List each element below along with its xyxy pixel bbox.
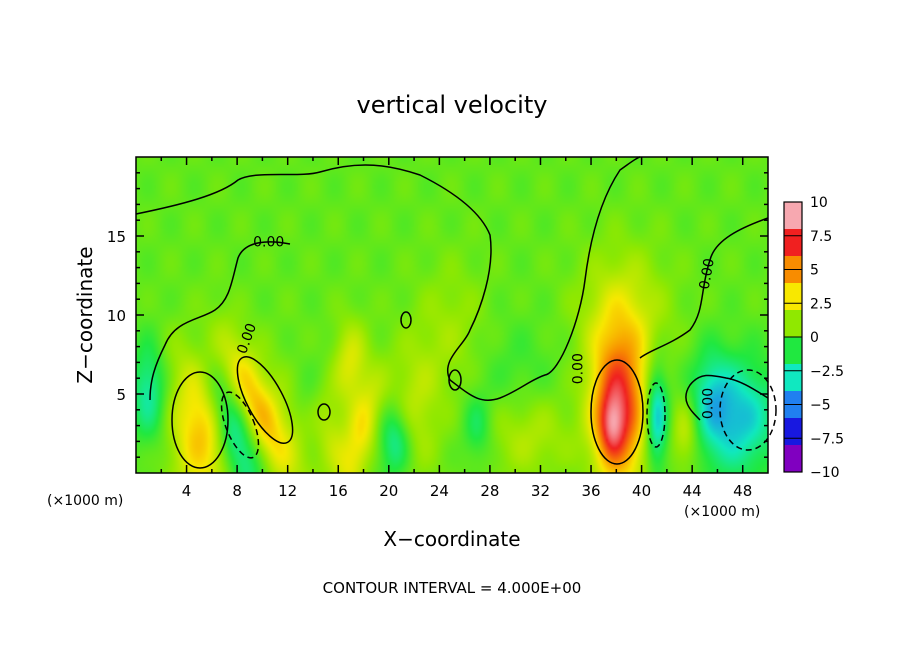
contour-loop-downdraft-2 — [646, 382, 666, 448]
contour-interval-note: CONTOUR INTERVAL = 4.000E+00 — [323, 579, 582, 597]
x-tick-label: 12 — [278, 482, 297, 500]
x-tick-label: 28 — [480, 482, 499, 500]
heatmap-field — [136, 157, 768, 473]
colorbar-segment — [784, 283, 802, 310]
contour-label: 0.00 — [253, 234, 284, 250]
colorbar-tick-label: 7.5 — [810, 229, 832, 245]
colorbar-tick-label: 10 — [810, 195, 828, 211]
colorbar-segment — [784, 364, 802, 391]
contour-loop-downdraft-3 — [719, 369, 777, 451]
contour-label: 0.00 — [570, 353, 586, 384]
contour-loop-small-1 — [317, 403, 331, 421]
x-tick-label: 40 — [632, 482, 651, 500]
y-axis: 5 10 15 — [107, 228, 126, 404]
colorbar-segment — [784, 202, 802, 229]
y-tick-label: 10 — [107, 307, 126, 325]
plot-area: 0.000.000.000.000.00 — [135, 156, 777, 474]
chart-title: vertical velocity — [357, 91, 548, 119]
contour-line-right — [639, 217, 769, 359]
contour-loop-updraft-3 — [590, 359, 644, 465]
colorbar-tick-label: −2.5 — [810, 364, 844, 380]
y-tick-label: 5 — [116, 386, 126, 404]
x-tick-label: 36 — [581, 482, 600, 500]
axis-ticks — [136, 157, 768, 473]
contour-labels: 0.000.000.000.000.00 — [234, 234, 718, 419]
colorbar-segment — [784, 418, 802, 445]
x-axis-label: X−coordinate — [383, 527, 520, 551]
x-tick-label: 8 — [232, 482, 242, 500]
contour-loop-updraft-1 — [171, 371, 229, 469]
contour-line-lower-right — [685, 374, 769, 421]
colorbar-segment — [784, 310, 802, 337]
x-tick-label: 48 — [733, 482, 752, 500]
contour-loop-small-2 — [400, 311, 412, 329]
colorbar: 10 7.5 5 2.5 0 −2.5 −5 −7.5 −10 — [783, 195, 844, 481]
contour-line-left — [149, 241, 291, 401]
contour-loop-small-3 — [448, 369, 462, 391]
x-unit-left: (×1000 m) — [47, 493, 123, 509]
x-unit-right: (×1000 m) — [684, 504, 760, 520]
y-axis-label: Z−coordinate — [73, 246, 97, 383]
colorbar-tick-label: 2.5 — [810, 296, 832, 312]
contour-line-upper — [135, 156, 641, 401]
colorbar-tick-label: −5 — [810, 398, 831, 414]
colorbar-segment — [784, 445, 802, 472]
x-tick-label: 16 — [329, 482, 348, 500]
colorbar-tick-label: −10 — [810, 465, 840, 481]
contour-loop-updraft-2 — [236, 356, 294, 444]
contour-label: 0.00 — [701, 388, 717, 419]
x-tick-label: 4 — [182, 482, 192, 500]
colorbar-tick-label: 0 — [810, 330, 819, 346]
x-tick-label: 24 — [430, 482, 449, 500]
colorbar-tick-label: 5 — [810, 263, 819, 279]
colorbar-segment — [784, 337, 802, 364]
x-tick-label: 20 — [379, 482, 398, 500]
x-tick-label: 32 — [531, 482, 550, 500]
zero-contour-lines — [135, 156, 777, 469]
x-tick-label: 44 — [683, 482, 702, 500]
colorbar-segment — [784, 229, 802, 256]
contour-loop-downdraft-1 — [220, 391, 260, 459]
contour-label: 0.00 — [697, 257, 718, 290]
colorbar-tick-label: −7.5 — [810, 431, 844, 447]
y-tick-label: 15 — [107, 228, 126, 246]
x-axis: 4 8 12 16 20 24 28 32 36 40 44 48 — [182, 482, 752, 500]
